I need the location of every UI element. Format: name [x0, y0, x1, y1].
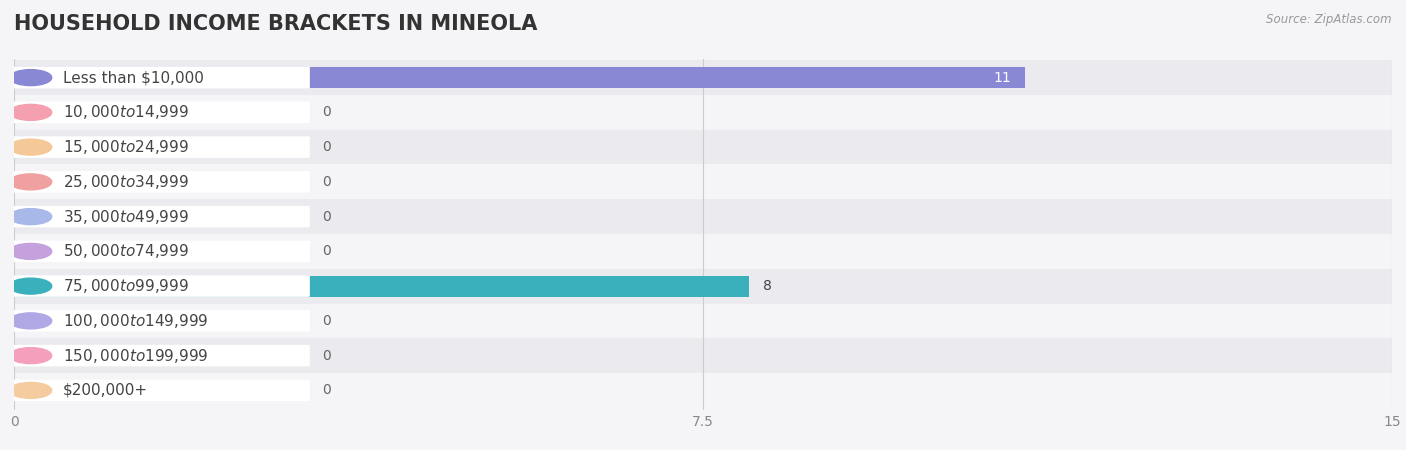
Text: 0: 0 — [322, 210, 330, 224]
FancyBboxPatch shape — [13, 241, 309, 262]
Bar — [14, 60, 1392, 95]
Text: 0: 0 — [322, 383, 330, 397]
Bar — [14, 67, 1025, 88]
FancyBboxPatch shape — [13, 310, 309, 332]
Text: 0: 0 — [322, 175, 330, 189]
Text: 0: 0 — [322, 244, 330, 258]
Circle shape — [10, 174, 52, 190]
FancyBboxPatch shape — [13, 136, 309, 158]
Circle shape — [10, 348, 52, 364]
Circle shape — [10, 139, 52, 155]
FancyBboxPatch shape — [13, 67, 309, 88]
Circle shape — [10, 104, 52, 120]
Text: $200,000+: $200,000+ — [63, 383, 148, 398]
Bar — [14, 199, 1392, 234]
Circle shape — [10, 278, 52, 294]
Text: 0: 0 — [322, 314, 330, 328]
Text: $75,000 to $99,999: $75,000 to $99,999 — [63, 277, 188, 295]
Text: HOUSEHOLD INCOME BRACKETS IN MINEOLA: HOUSEHOLD INCOME BRACKETS IN MINEOLA — [14, 14, 537, 33]
Text: $100,000 to $149,999: $100,000 to $149,999 — [63, 312, 208, 330]
Bar — [14, 95, 1392, 130]
Circle shape — [10, 70, 52, 86]
Text: $150,000 to $199,999: $150,000 to $199,999 — [63, 346, 208, 364]
FancyBboxPatch shape — [13, 102, 309, 123]
Bar — [14, 338, 1392, 373]
Bar — [14, 234, 1392, 269]
Bar — [14, 269, 1392, 303]
Circle shape — [10, 382, 52, 398]
Text: 8: 8 — [762, 279, 772, 293]
Text: $25,000 to $34,999: $25,000 to $34,999 — [63, 173, 188, 191]
Text: $35,000 to $49,999: $35,000 to $49,999 — [63, 207, 188, 225]
Text: $10,000 to $14,999: $10,000 to $14,999 — [63, 104, 188, 122]
Text: Source: ZipAtlas.com: Source: ZipAtlas.com — [1267, 14, 1392, 27]
Text: Less than $10,000: Less than $10,000 — [63, 70, 204, 85]
FancyBboxPatch shape — [13, 275, 309, 297]
Bar — [14, 165, 1392, 199]
Circle shape — [10, 243, 52, 259]
FancyBboxPatch shape — [13, 206, 309, 227]
FancyBboxPatch shape — [13, 345, 309, 366]
Circle shape — [10, 209, 52, 225]
Text: 0: 0 — [322, 349, 330, 363]
Text: 0: 0 — [322, 140, 330, 154]
Text: 0: 0 — [322, 105, 330, 119]
Text: 11: 11 — [993, 71, 1011, 85]
Bar — [14, 373, 1392, 408]
Bar — [14, 130, 1392, 165]
FancyBboxPatch shape — [13, 171, 309, 193]
Text: $15,000 to $24,999: $15,000 to $24,999 — [63, 138, 188, 156]
Text: $50,000 to $74,999: $50,000 to $74,999 — [63, 243, 188, 261]
Bar — [14, 303, 1392, 338]
FancyBboxPatch shape — [13, 380, 309, 401]
Bar — [14, 276, 749, 297]
Circle shape — [10, 313, 52, 329]
